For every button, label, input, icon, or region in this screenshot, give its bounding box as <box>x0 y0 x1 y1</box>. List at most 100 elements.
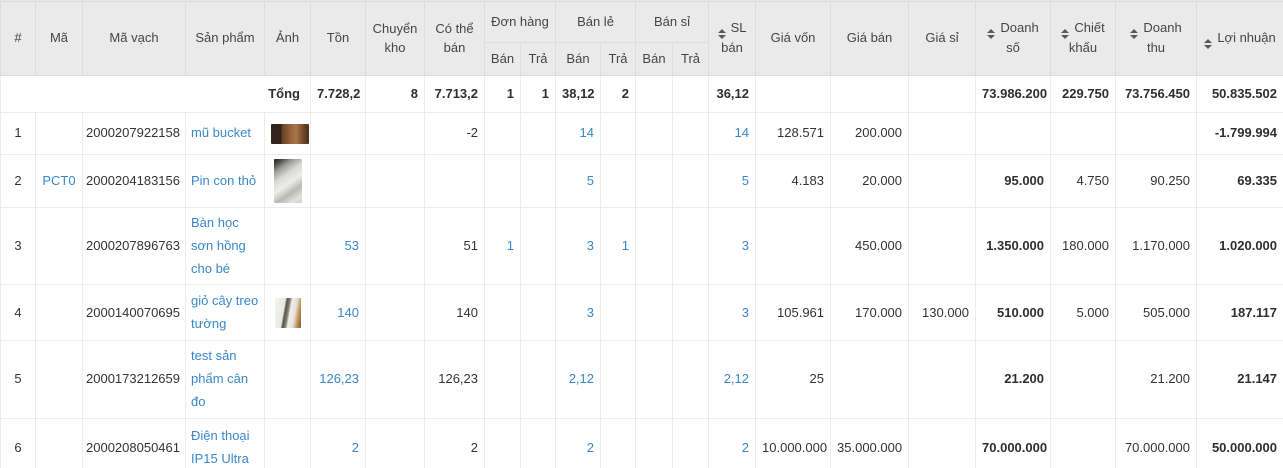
total-wholesale-price <box>909 76 976 113</box>
col-header-stock: Tồn <box>311 2 366 76</box>
retail-return-value <box>601 341 636 418</box>
retail-return-value[interactable]: 1 <box>601 208 636 285</box>
product-link[interactable]: Điện thoại IP15 Ultra <box>186 418 265 468</box>
qty-sold-value[interactable]: 2,12 <box>709 341 756 418</box>
order-return-value <box>521 285 556 341</box>
qty-sold-value[interactable]: 5 <box>709 155 756 208</box>
col-header-net-revenue-label: Doanh thu <box>1143 20 1181 55</box>
order-sell-value <box>485 113 521 155</box>
col-header-order-sell: Bán <box>485 43 521 76</box>
col-header-barcode: Mã vạch <box>83 2 186 76</box>
wholesale-return-value <box>673 155 709 208</box>
wholesale-price-value: 130.000 <box>909 285 976 341</box>
col-header-retail-return: Trả <box>601 43 636 76</box>
stock-value[interactable]: 2 <box>311 418 366 468</box>
order-return-value <box>521 341 556 418</box>
col-header-gross-revenue-label: Doanh số <box>1000 20 1038 55</box>
wholesale-price-value <box>909 341 976 418</box>
col-header-order-group: Đơn hàng <box>485 2 556 43</box>
stock-value[interactable]: 126,23 <box>311 341 366 418</box>
order-return-value <box>521 155 556 208</box>
total-cost-price <box>756 76 831 113</box>
row-index: 1 <box>1 113 36 155</box>
retail-sell-value[interactable]: 5 <box>556 155 601 208</box>
col-header-wholesale-return: Trả <box>673 43 709 76</box>
retail-return-value <box>601 418 636 468</box>
col-header-net-revenue[interactable]: Doanh thu <box>1116 2 1197 76</box>
qty-sold-value[interactable]: 2 <box>709 418 756 468</box>
col-header-transfer: Chuyển kho <box>366 2 425 76</box>
total-order-return: 1 <box>521 76 556 113</box>
order-sell-value <box>485 155 521 208</box>
sort-icon <box>1204 39 1212 49</box>
col-header-wholesale-price: Giá sỉ <box>909 2 976 76</box>
product-image-cell <box>265 208 311 285</box>
sell-price-value <box>831 341 909 418</box>
retail-sell-value[interactable]: 3 <box>556 208 601 285</box>
totals-label: Tổng <box>1 76 311 113</box>
col-header-gross-revenue[interactable]: Doanh số <box>976 2 1051 76</box>
col-header-wholesale-group: Bán sỉ <box>636 2 709 43</box>
product-link[interactable]: giỏ cây treo tường <box>186 285 265 341</box>
qty-sold-value[interactable]: 3 <box>709 285 756 341</box>
col-header-qty-sold[interactable]: SL bán <box>709 2 756 76</box>
product-image-cell <box>265 113 311 155</box>
total-revenue-net: 73.756.450 <box>1116 76 1197 113</box>
col-header-image: Ảnh <box>265 2 311 76</box>
retail-sell-value[interactable]: 2,12 <box>556 341 601 418</box>
wholesale-price-value <box>909 113 976 155</box>
net-revenue-value: 70.000.000 <box>1116 418 1197 468</box>
col-header-profit-label: Lợi nhuận <box>1217 30 1275 45</box>
product-thumbnail-battery[interactable] <box>274 159 302 203</box>
total-retail-return: 2 <box>601 76 636 113</box>
net-revenue-value: 21.200 <box>1116 341 1197 418</box>
stock-value[interactable]: 140 <box>311 285 366 341</box>
stock-value[interactable]: 53 <box>311 208 366 285</box>
total-qty-sold: 36,12 <box>709 76 756 113</box>
gross-revenue-value: 1.350.000 <box>976 208 1051 285</box>
product-link[interactable]: mũ bucket <box>186 113 265 155</box>
product-link[interactable]: test sản phẩm cân đo <box>186 341 265 418</box>
retail-sell-value[interactable]: 14 <box>556 113 601 155</box>
profit-value: -1.799.994 <box>1197 113 1283 155</box>
cost-price-value <box>756 208 831 285</box>
product-code-link[interactable]: PCT0 <box>36 155 83 208</box>
product-link[interactable]: Bàn học sơn hồng cho bé <box>186 208 265 285</box>
product-thumbnail-basket[interactable] <box>275 298 301 328</box>
product-link[interactable]: Pin con thỏ <box>186 155 265 208</box>
total-sell-price <box>831 76 909 113</box>
col-header-wholesale-sell: Bán <box>636 43 673 76</box>
transfer-value <box>366 113 425 155</box>
stock-value <box>311 113 366 155</box>
barcode-value: 2000173212659 <box>83 341 186 418</box>
wholesale-return-value <box>673 418 709 468</box>
total-wholesale-sell <box>636 76 673 113</box>
wholesale-sell-value <box>636 341 673 418</box>
product-image-cell <box>265 285 311 341</box>
col-header-profit[interactable]: Lợi nhuận <box>1197 2 1283 76</box>
retail-sell-value[interactable]: 3 <box>556 285 601 341</box>
profit-value: 21.147 <box>1197 341 1283 418</box>
retail-sell-value[interactable]: 2 <box>556 418 601 468</box>
product-thumbnail-hat[interactable] <box>271 124 309 144</box>
barcode-value: 2000207896763 <box>83 208 186 285</box>
retail-return-value <box>601 285 636 341</box>
sell-price-value: 170.000 <box>831 285 909 341</box>
qty-sold-value[interactable]: 14 <box>709 113 756 155</box>
table-header: # Mã Mã vạch Sản phẩm Ảnh Tồn Chuyển kho… <box>1 2 1283 76</box>
total-order-sell: 1 <box>485 76 521 113</box>
barcode-value: 2000207922158 <box>83 113 186 155</box>
discount-value: 4.750 <box>1051 155 1116 208</box>
col-header-product: Sản phẩm <box>186 2 265 76</box>
barcode-value: 2000204183156 <box>83 155 186 208</box>
order-sell-value[interactable]: 1 <box>485 208 521 285</box>
wholesale-sell-value <box>636 155 673 208</box>
cost-price-value: 105.961 <box>756 285 831 341</box>
row-index: 2 <box>1 155 36 208</box>
col-header-discount[interactable]: Chiết khấu <box>1051 2 1116 76</box>
qty-sold-value[interactable]: 3 <box>709 208 756 285</box>
wholesale-price-value <box>909 155 976 208</box>
wholesale-sell-value <box>636 208 673 285</box>
